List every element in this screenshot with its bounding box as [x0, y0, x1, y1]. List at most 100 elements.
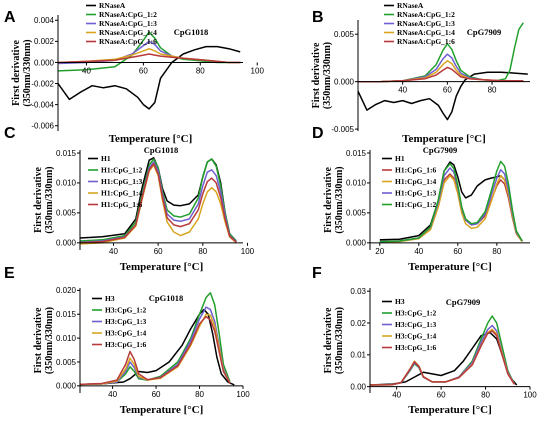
series-lines	[357, 22, 528, 121]
legend-label: H3:CpG_1:4	[105, 329, 147, 338]
series-line-4	[358, 66, 524, 83]
panel-letter: D	[312, 125, 324, 142]
legend-label: H1:CpG_1:4	[395, 177, 437, 186]
y-tick-label: 0.005	[56, 209, 77, 218]
panel-f: F 0.00 0.01 0.02 0.03 40 60 80 100 Temperature [°…	[312, 265, 537, 416]
series-lines	[369, 315, 518, 386]
legend: RNaseARNaseA:CpG_1:2RNaseA:CpG_1:3RNaseA…	[86, 1, 157, 46]
legend-label: H3:CpG_1:2	[105, 306, 147, 315]
x-axis-label: Temperature [°C]	[120, 261, 204, 273]
x-tick-label: 40	[414, 247, 423, 256]
y-tick-label: 0.01	[350, 351, 366, 360]
panel-letter: B	[312, 9, 324, 26]
x-tick-label: 40	[109, 247, 118, 256]
series-lines	[379, 160, 523, 243]
panel-title: CpG1018	[144, 145, 178, 155]
series-lines	[79, 157, 237, 245]
series-line-0	[357, 71, 528, 121]
y-tick-label: 0.000	[334, 77, 355, 86]
legend-label: H1	[101, 154, 111, 163]
series-line-3	[369, 328, 516, 386]
legend-label: H1:CpG_1:2	[101, 166, 143, 175]
x-tick-label: 40	[82, 66, 91, 75]
x-tick-label: 60	[443, 86, 452, 95]
legend-label: H3:CpG_1:2	[395, 309, 437, 318]
panel-a: A -0.006 -0.004 -0.002 0.000 0.002 0.004 40 60 80…	[4, 1, 264, 145]
y-axis-label-line: (350nm/330nm)	[22, 39, 33, 106]
x-axis-label: Temperature [°C]	[408, 404, 492, 416]
y-tick-label: 0.005	[346, 209, 367, 218]
legend-label: H3:CpG_1:3	[395, 320, 437, 329]
panel-title: CpG7909	[446, 297, 480, 307]
x-tick-label: 60	[453, 247, 462, 256]
legend-label: H3:CpG_1:3	[105, 317, 147, 326]
y-tick-label: 0.03	[350, 287, 366, 296]
y-tick-label: 0.00	[350, 382, 366, 391]
x-axis-label: Temperature [°C]	[109, 133, 193, 145]
legend-label: H1:CpG_1:2	[395, 200, 437, 209]
legend-label: RNaseA:CpG_1:6	[99, 37, 157, 46]
x-axis-label: Temperature [°C]	[408, 261, 492, 273]
y-tick-label: -0.002	[31, 79, 54, 88]
panel-b: B -0.005 0.000 0.005 40 60 80 Temperature [°C] F…	[311, 1, 530, 145]
legend: H3 H3:CpG_1:2 H3:CpG_1:3 H3:CpG_1:4 H3:CpG_1…	[382, 297, 437, 352]
series-line-0	[79, 308, 235, 386]
y-axis-label-line: (350nm/330nm)	[334, 307, 345, 374]
legend: H3 H3:CpG_1:2 H3:CpG_1:3 H3:CpG_1:4 H3:CpG_1…	[92, 294, 147, 349]
legend-label: RNaseA:CpG_1:4	[99, 28, 157, 37]
panel-title: CpG7909	[423, 145, 457, 155]
x-axis-label: Temperature [°C]	[120, 404, 204, 416]
x-tick-label: 80	[196, 66, 205, 75]
y-tick-label: 0.002	[34, 37, 55, 46]
y-tick-label: 0.000	[346, 239, 367, 248]
y-tick-label: 0.000	[56, 382, 77, 391]
legend-label: H1:CpG_1:6	[101, 200, 143, 209]
y-axis-label-line: First derivative	[323, 167, 334, 233]
legend-label: RNaseA:CpG_1:6	[397, 37, 455, 46]
series-line-4	[79, 163, 237, 244]
x-tick-label: 80	[198, 247, 207, 256]
legend-label: H1:CpG_1:3	[101, 177, 143, 186]
x-tick-label: 60	[139, 66, 148, 75]
x-axis-label: Temperature [°C]	[402, 133, 486, 145]
legend-label: RNaseA:CpG_1:4	[397, 28, 455, 37]
series-line-1	[79, 292, 231, 386]
panel-letter: C	[4, 125, 16, 142]
series-line-2	[379, 174, 523, 243]
y-tick-label: 0.005	[334, 30, 355, 39]
y-tick-label: 0.010	[346, 179, 367, 188]
legend-label: RNaseA:CpG_1:2	[397, 10, 455, 19]
x-tick-label: 40	[108, 390, 117, 399]
legend-label: RNaseA:CpG_1:3	[397, 19, 455, 28]
x-tick-label: 80	[481, 391, 490, 400]
legend: H1 H1:CpG_1:2 H1:CpG_1:3 H1:CpG_1:4 H1:CpG_1…	[88, 154, 143, 209]
legend-label: RNaseA	[99, 1, 126, 10]
series-line-4	[379, 160, 523, 243]
y-axis-label: First derivative(350nm/330nm)	[323, 166, 345, 233]
y-tick-label: 0.020	[56, 286, 77, 295]
x-tick-label: 100	[251, 66, 265, 75]
y-axis-label: First derivative(350nm/330nm)	[311, 42, 333, 109]
panel-c: C 0.000 0.005 0.010 0.015 40 60 80 100 Temperatur…	[4, 125, 255, 273]
x-tick-label: 40	[392, 391, 401, 400]
legend-label: RNaseA:CpG_1:2	[99, 10, 157, 19]
y-tick-label: -0.006	[31, 122, 54, 131]
panel-letter: E	[4, 265, 15, 282]
legend-label: RNaseA:CpG_1:3	[99, 19, 157, 28]
legend-label: H3	[105, 294, 115, 303]
legend-label: H1:CpG_1:6	[395, 166, 437, 175]
x-tick-label: 60	[437, 391, 446, 400]
y-tick-label: 0.02	[350, 319, 366, 328]
legend-label: H3:CpG_1:6	[105, 340, 147, 349]
y-tick-label: 0.015	[346, 149, 367, 158]
y-axis-label: First derivative(350nm/330nm)	[33, 166, 55, 233]
y-tick-label: 0.010	[56, 334, 77, 343]
y-tick-label: 0.010	[56, 179, 77, 188]
series-line-4	[57, 53, 241, 64]
legend: H1 H1:CpG_1:6 H1:CpG_1:4 H1:CpG_1:3 H1:CpG_1…	[382, 154, 437, 209]
series-line-4	[79, 315, 231, 386]
legend-label: H3:CpG_1:6	[395, 343, 437, 352]
panel-title: CpG1018	[149, 293, 183, 303]
y-axis-label-line: First derivative	[33, 307, 44, 373]
panel-e: E 0.000 0.005 0.010 0.015 0.020 40 60 80 100 Tempe…	[4, 265, 250, 416]
